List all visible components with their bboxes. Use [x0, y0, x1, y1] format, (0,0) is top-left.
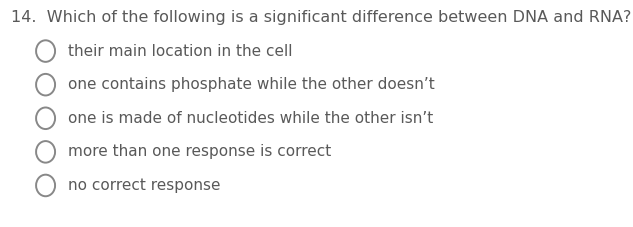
Text: more than one response is correct: more than one response is correct: [68, 144, 332, 159]
Ellipse shape: [36, 141, 55, 163]
Ellipse shape: [36, 107, 55, 129]
Ellipse shape: [36, 175, 55, 196]
Text: one contains phosphate while the other doesn’t: one contains phosphate while the other d…: [68, 77, 435, 92]
Text: no correct response: no correct response: [68, 178, 221, 193]
Text: 14.  Which of the following is a significant difference between DNA and RNA?: 14. Which of the following is a signific…: [11, 10, 632, 25]
Text: one is made of nucleotides while the other isn’t: one is made of nucleotides while the oth…: [68, 111, 434, 126]
Text: their main location in the cell: their main location in the cell: [68, 44, 293, 59]
Ellipse shape: [36, 40, 55, 62]
Ellipse shape: [36, 74, 55, 95]
